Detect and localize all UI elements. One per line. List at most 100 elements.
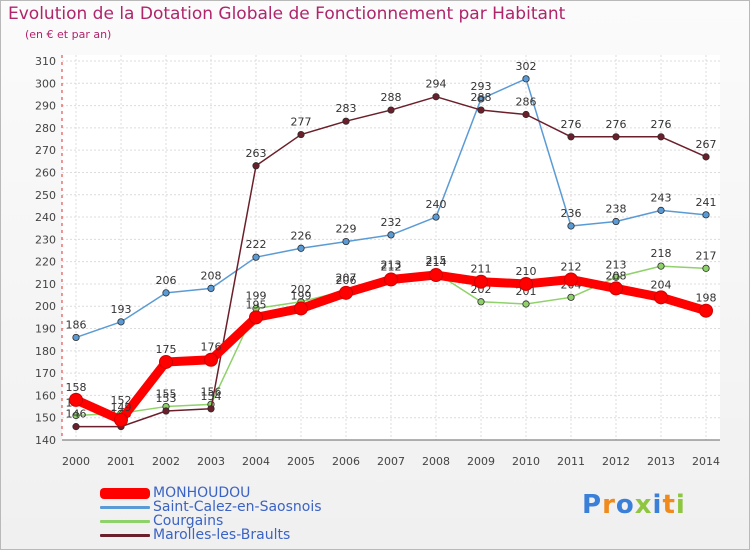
logo-letter: x [634, 490, 653, 520]
y-tick-label: 200 [35, 300, 56, 313]
data-label: 204 [651, 278, 672, 291]
x-tick-label: 2011 [557, 455, 585, 468]
legend-swatch-saint-calez [100, 505, 150, 509]
y-tick-label: 220 [35, 256, 56, 269]
data-label: 226 [291, 229, 312, 242]
y-tick-label: 150 [35, 412, 56, 425]
data-label: 155 [156, 388, 177, 401]
x-tick-label: 2000 [62, 455, 90, 468]
data-label: 276 [606, 118, 627, 131]
y-tick-label: 310 [35, 55, 56, 68]
data-label: 213 [381, 258, 402, 271]
data-point [387, 106, 395, 114]
data-label: 152 [111, 394, 132, 407]
data-label: 215 [426, 254, 447, 267]
data-label: 277 [291, 116, 312, 129]
data-point [384, 272, 398, 287]
data-label: 202 [291, 283, 312, 296]
data-point [702, 153, 710, 161]
y-tick-label: 270 [35, 144, 56, 157]
data-label: 211 [471, 263, 492, 276]
x-tick-label: 2002 [152, 455, 180, 468]
logo-letter: r [602, 490, 616, 520]
data-point [519, 276, 533, 291]
data-point [294, 301, 308, 316]
data-point [564, 272, 578, 287]
data-point [522, 75, 530, 83]
data-point [567, 222, 575, 230]
data-point [207, 405, 215, 413]
data-point [162, 407, 170, 415]
data-point [429, 268, 443, 283]
data-label: 175 [156, 343, 177, 356]
data-point [297, 130, 305, 139]
logo-letter: o [615, 490, 635, 520]
data-point [657, 206, 665, 214]
x-tick-label: 2008 [422, 455, 450, 468]
data-label: 195 [246, 298, 267, 311]
data-label: 206 [336, 274, 357, 287]
legend-label-monhoudou: MONHOUDOU [153, 485, 251, 501]
y-tick-label: 160 [35, 389, 56, 402]
data-label: 241 [696, 196, 717, 209]
y-tick-label: 180 [35, 345, 56, 358]
data-label: 176 [201, 341, 222, 354]
data-label: 218 [651, 247, 672, 260]
legend-swatch-courgains [100, 519, 150, 523]
data-label: 208 [201, 269, 222, 282]
data-point [477, 298, 485, 306]
x-tick-label: 2005 [287, 455, 315, 468]
x-tick-label: 2014 [692, 455, 720, 468]
y-tick-label: 230 [35, 233, 56, 246]
legend-item-saint-calez: Saint-Calez-en-Saosnois [100, 500, 322, 514]
legend-item-marolles: Marolles-les-Braults [100, 528, 322, 542]
data-point [114, 412, 128, 427]
x-tick-label: 2001 [107, 455, 135, 468]
legend-swatch-monhoudou [100, 487, 150, 499]
data-label: 267 [696, 138, 717, 151]
y-tick-label: 290 [35, 100, 56, 113]
data-label: 236 [561, 207, 582, 220]
logo-letter: i [652, 490, 663, 520]
data-point [612, 273, 620, 281]
data-point [474, 274, 488, 289]
data-label: 156 [201, 385, 222, 398]
data-label: 210 [516, 265, 537, 278]
data-label: 232 [381, 216, 402, 229]
data-point [159, 354, 173, 369]
data-label: 193 [111, 303, 132, 316]
data-label: 158 [66, 381, 87, 394]
data-label: 276 [651, 118, 672, 131]
data-point [477, 95, 485, 103]
data-label: 276 [561, 118, 582, 131]
data-label: 212 [381, 260, 402, 273]
data-point [522, 300, 530, 308]
data-label: 199 [246, 289, 267, 302]
data-point [72, 411, 80, 420]
data-label: 213 [606, 258, 627, 271]
legend-item-monhoudou: MONHOUDOU [100, 486, 322, 500]
legend-item-courgains: Courgains [100, 514, 322, 528]
x-tick-label: 2009 [467, 455, 495, 468]
data-point [477, 106, 485, 114]
data-label: 288 [471, 91, 492, 104]
y-tick-label: 170 [35, 367, 56, 380]
logo-letter: i [675, 490, 686, 520]
data-label: 222 [246, 238, 267, 251]
data-label: 149 [111, 401, 132, 414]
x-tick-label: 2010 [512, 455, 540, 468]
data-label: 293 [471, 80, 492, 93]
data-label: 214 [426, 256, 447, 269]
data-label: 153 [156, 392, 177, 405]
y-tick-label: 140 [35, 434, 56, 447]
y-tick-label: 210 [35, 278, 56, 291]
data-label: 217 [696, 249, 717, 262]
data-point [567, 293, 575, 301]
data-label: 302 [516, 60, 537, 73]
data-label: 199 [291, 289, 312, 302]
data-point [72, 423, 80, 431]
y-tick-label: 280 [35, 122, 56, 135]
y-tick-label: 260 [35, 166, 56, 179]
data-label: 206 [156, 274, 177, 287]
